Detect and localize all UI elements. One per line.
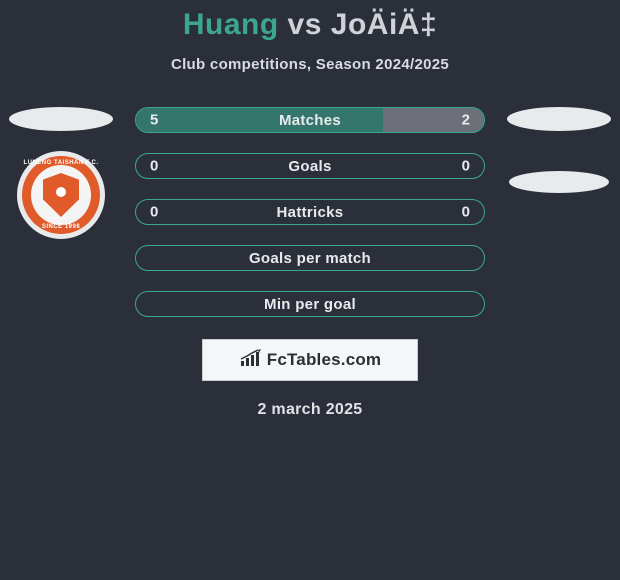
stats-card: Huang vs JoÄiÄ‡ Club competitions, Seaso… xyxy=(0,0,620,419)
left-player-column: LUNENG TAISHAN F.C. SINCE 1998 xyxy=(6,107,116,239)
shield-icon xyxy=(43,173,79,217)
player2-photo-placeholder xyxy=(507,107,611,131)
fctables-watermark: FcTables.com xyxy=(202,339,418,381)
subtitle: Club competitions, Season 2024/2025 xyxy=(0,56,620,73)
stat-bar-min-per-goal: Min per goal xyxy=(135,291,485,317)
stat-label: Min per goal xyxy=(264,296,356,313)
stat-value-right: 0 xyxy=(462,204,470,221)
chart-icon xyxy=(239,349,261,372)
stat-value-left: 5 xyxy=(150,112,158,129)
right-player-column xyxy=(504,107,614,193)
player1-name: Huang xyxy=(183,8,279,41)
player2-name: JoÄiÄ‡ xyxy=(331,8,437,41)
date-label: 2 march 2025 xyxy=(0,401,620,419)
stat-value-left: 0 xyxy=(150,204,158,221)
stat-label: Goals xyxy=(288,158,331,175)
badge-text-bottom: SINCE 1998 xyxy=(42,224,80,230)
player1-photo-placeholder xyxy=(9,107,113,131)
stat-label: Hattricks xyxy=(277,204,344,221)
vs-label: vs xyxy=(288,8,322,41)
title: Huang vs JoÄiÄ‡ xyxy=(0,0,620,42)
stat-label: Goals per match xyxy=(249,250,371,267)
stat-bar-goals: 0 Goals 0 xyxy=(135,153,485,179)
badge-text-top: LUNENG TAISHAN F.C. xyxy=(23,160,98,166)
stat-value-left: 0 xyxy=(150,158,158,175)
stat-bars: 5 Matches 2 0 Goals 0 0 Hattricks 0 xyxy=(135,107,485,317)
stat-bar-hattricks: 0 Hattricks 0 xyxy=(135,199,485,225)
fctables-text: FcTables.com xyxy=(267,350,382,370)
stat-value-right: 2 xyxy=(462,112,470,129)
stat-bar-goals-per-match: Goals per match xyxy=(135,245,485,271)
stat-bar-matches: 5 Matches 2 xyxy=(135,107,485,133)
stat-label: Matches xyxy=(279,112,341,129)
player1-club-badge: LUNENG TAISHAN F.C. SINCE 1998 xyxy=(17,151,105,239)
stat-value-right: 0 xyxy=(462,158,470,175)
bar-fill-left xyxy=(136,108,383,132)
player2-club-placeholder xyxy=(509,171,609,193)
main-area: LUNENG TAISHAN F.C. SINCE 1998 5 Matches… xyxy=(0,107,620,317)
